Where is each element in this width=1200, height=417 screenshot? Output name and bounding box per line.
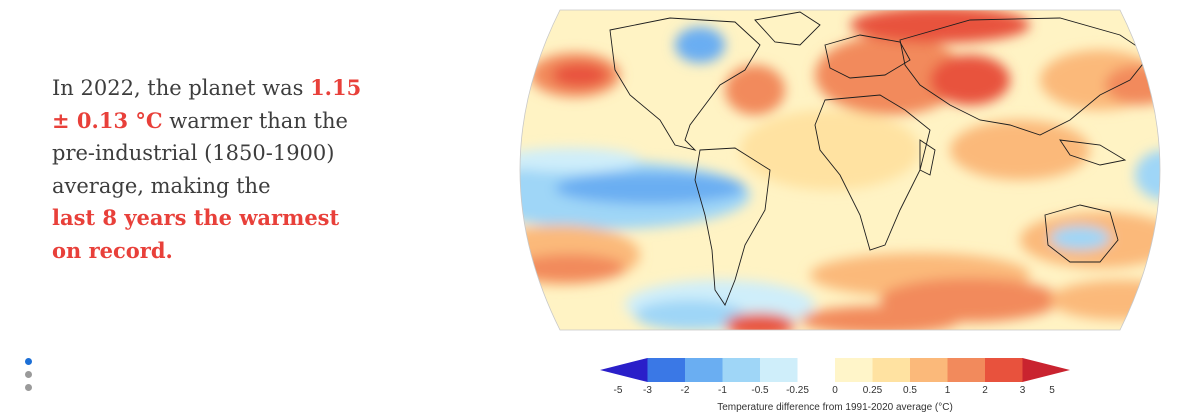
legend-tick-label: -1 <box>718 385 727 396</box>
legend-tick-label: 3 <box>1020 385 1026 396</box>
globe-border <box>519 9 1161 331</box>
world-map-svg <box>519 9 1161 331</box>
legend-tick-label: 1 <box>945 385 951 396</box>
carousel-dot-2[interactable] <box>25 371 32 378</box>
legend-tick-label: 0 <box>832 385 838 396</box>
south-america-outline <box>694 147 771 306</box>
legend-swatch <box>1022 358 1070 382</box>
headline-part1: In 2022, the planet was <box>52 76 311 100</box>
legend-swatch <box>685 358 723 382</box>
legend-tick-label: 5 <box>1049 385 1055 396</box>
legend-colorbar: -5 -3 -2 -1 -0.5 -0.25 0 0.25 0.5 1 2 3 5 <box>600 358 1070 396</box>
africa-outline <box>814 94 931 251</box>
headline-value: 1.15 ± 0.13 °C <box>52 75 362 133</box>
legend-tick-label: 2 <box>982 385 988 396</box>
headline-text: In 2022, the planet was 1.15 ± 0.13 °C w… <box>52 72 372 267</box>
legend-tick-label: -3 <box>643 385 652 396</box>
temperature-anomaly-map <box>500 0 1180 340</box>
legend-swatch <box>600 358 648 382</box>
legend-swatch <box>872 358 911 382</box>
legend-tick-label: -0.5 <box>751 385 769 396</box>
headline-part2: warmer than the pre-industrial (1850-190… <box>52 108 348 198</box>
europe-outline <box>824 34 911 79</box>
north-america-outline <box>609 17 761 151</box>
legend-tick-label: 0.5 <box>903 385 917 396</box>
legend-tick-label: 0.25 <box>863 385 883 396</box>
greenland-outline <box>754 11 821 46</box>
madagascar-outline <box>919 139 936 176</box>
indonesia-outline <box>1059 139 1127 166</box>
carousel-dots <box>25 358 35 397</box>
asia-outline <box>899 17 1151 136</box>
carousel-dot-3[interactable] <box>25 384 32 391</box>
legend-tick-label: -2 <box>681 385 690 396</box>
australia-outline <box>1044 204 1119 263</box>
legend-tick-label: -5 <box>614 385 623 396</box>
headline-highlight: last 8 years the warmest on record. <box>52 205 340 263</box>
legend-swatch <box>722 358 761 382</box>
legend-swatch <box>910 358 948 382</box>
legend-tick-label: -0.25 <box>786 385 809 396</box>
legend-swatch <box>985 358 1023 382</box>
legend-swatch <box>647 358 686 382</box>
legend-swatch <box>760 358 798 382</box>
carousel-dot-1[interactable] <box>25 358 32 365</box>
coastlines <box>609 11 1151 306</box>
legend-swatch <box>797 358 836 382</box>
legend-swatch <box>947 358 986 382</box>
color-legend: -5 -3 -2 -1 -0.5 -0.25 0 0.25 0.5 1 2 3 5 Temperatur… <box>590 352 1080 414</box>
legend-title: Temperature difference from 1991-2020 av… <box>717 402 953 413</box>
legend-swatch <box>835 358 873 382</box>
